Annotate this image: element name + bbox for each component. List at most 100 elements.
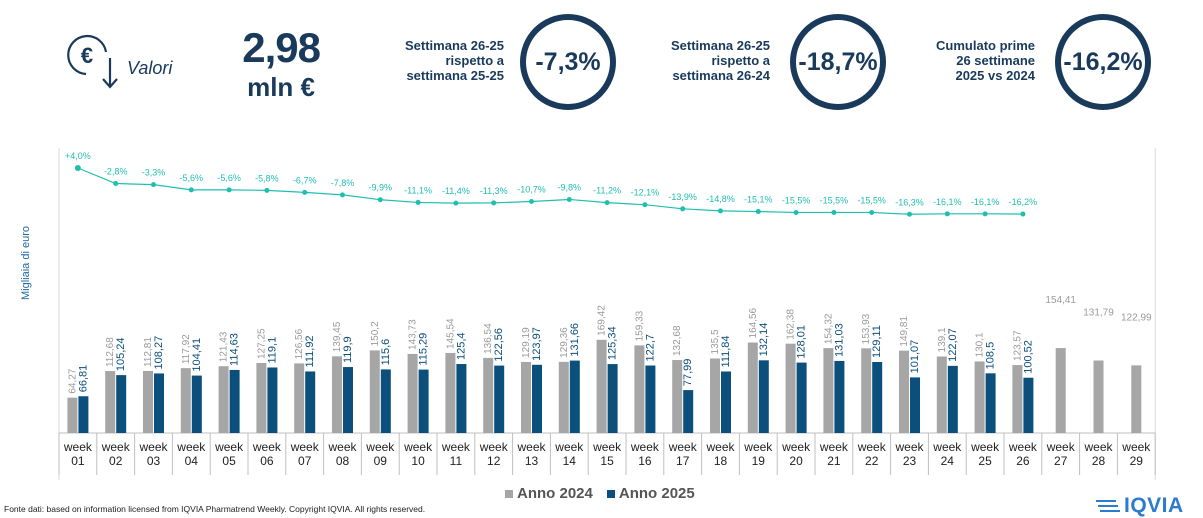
variation-point: [907, 211, 912, 217]
bar-2024: [180, 368, 191, 433]
bar-2024: [899, 350, 909, 433]
bar-2025: [607, 364, 618, 433]
variation-point: [529, 199, 534, 205]
variation-point: [264, 187, 270, 193]
variation-label: -7,8%: [331, 178, 355, 188]
variation-point: [755, 209, 761, 215]
bar-2024: [785, 343, 796, 433]
bar-label-2025: 111,84: [720, 335, 732, 367]
kpi-label-line: Cumulato prime: [936, 38, 1035, 53]
x-tick-label: 17: [676, 454, 690, 468]
variation-point: [151, 182, 156, 188]
bar-2025: [418, 369, 429, 433]
variation-label: -10,7%: [517, 185, 546, 195]
bar-label-2024: 132,68: [672, 325, 683, 356]
bar-2024: [596, 339, 607, 433]
bar-2025: [343, 367, 353, 433]
x-tick-label: week: [1121, 440, 1151, 454]
bar-2024: [105, 371, 116, 433]
bar-label-2025: 131,03: [833, 323, 845, 357]
bar-label-2024: 149,81: [899, 316, 910, 347]
x-tick-label: week: [479, 440, 509, 454]
bar-2025: [985, 373, 996, 433]
bar-2024: [521, 361, 531, 433]
bar-2024: [67, 397, 78, 433]
bar-label-2024: 126,56: [294, 328, 305, 359]
bar-label-2024: 143,73: [408, 319, 419, 350]
bar-label-2024: 131,79: [1083, 308, 1114, 319]
bar-label-2025: 101,07: [909, 340, 921, 374]
x-tick-label: week: [970, 440, 1000, 454]
bar-label-2024: 139,45: [332, 321, 343, 352]
variation-label: -5,8%: [255, 173, 279, 183]
bar-label-2024: 136,54: [483, 323, 494, 354]
variation-label: -2,8%: [104, 167, 128, 177]
variation-label: -6,7%: [293, 175, 317, 185]
legend-label-2025: Anno 2025: [618, 485, 695, 502]
x-tick-label: week: [403, 440, 433, 454]
x-tick-label: week: [857, 440, 887, 454]
bar-label-2024: 169,42: [597, 305, 608, 336]
bar-label-2024: 117,92: [181, 334, 192, 364]
bar-2025: [683, 390, 694, 433]
bar-2025: [456, 364, 467, 433]
variation-label: -15,5%: [820, 195, 849, 205]
variation-point: [831, 209, 837, 215]
data-source-note: Fonte dati: based on information license…: [4, 504, 426, 514]
x-tick-label: week: [1083, 440, 1113, 454]
bar-2025: [569, 360, 580, 433]
x-tick-label: 23: [903, 454, 917, 468]
bar-2025: [532, 364, 542, 433]
variation-point: [944, 211, 950, 217]
x-tick-label: 07: [298, 454, 312, 468]
bar-label-2024: 129,36: [559, 327, 570, 358]
variation-point: [453, 200, 459, 206]
bar-label-2025: 108,27: [153, 336, 165, 370]
valori-label: Valori: [127, 58, 173, 78]
bar-label-2024: 154,41: [1045, 295, 1076, 306]
bar-2024: [294, 363, 305, 433]
kpi-yoy-label: Settimana 26-25 rispetto a settimana 26-…: [630, 38, 770, 83]
x-tick-label: 25: [978, 454, 992, 468]
iqvia-logo-text: IQVIA: [1124, 494, 1184, 517]
bar-2025: [796, 362, 807, 433]
bar-label-2024: 162,38: [786, 309, 797, 340]
legend-label-2024: Anno 2024: [517, 485, 593, 502]
variation-point: [188, 187, 194, 193]
bar-2024: [672, 360, 683, 433]
x-tick-label: week: [63, 440, 93, 454]
bar-label-2025: 105,24: [115, 337, 127, 371]
x-tick-label: 24: [941, 454, 955, 468]
bar-label-2025: 115,29: [418, 333, 430, 366]
variation-label: -11,1%: [404, 185, 432, 195]
x-tick-label: week: [1008, 440, 1038, 454]
bar-2024: [710, 358, 720, 433]
bar-label-2024: 159,33: [634, 310, 645, 341]
bar-label-2025: 122,56: [493, 328, 505, 362]
bar-2025: [494, 365, 505, 433]
variation-label: -15,5%: [782, 195, 811, 205]
bar-label-2025: 125,34: [607, 326, 619, 360]
variation-point: [566, 196, 572, 202]
bar-label-2025: 122,7: [644, 334, 656, 362]
bar-label-2024: 64,27: [67, 368, 78, 393]
bar-2025: [267, 367, 278, 433]
bar-2024: [861, 348, 872, 433]
variation-label: -16,3%: [895, 197, 924, 207]
x-tick-label: week: [781, 440, 811, 454]
bar-label-2025: 66,81: [77, 365, 89, 393]
bar-2025: [191, 375, 202, 433]
bar-label-2024: 153,93: [861, 313, 872, 344]
variation-label: -14,8%: [706, 194, 735, 204]
bar-2025: [116, 375, 127, 433]
x-tick-label: week: [1046, 440, 1076, 454]
variation-label: -13,9%: [668, 192, 697, 202]
kpi-label-line: rispetto a: [445, 53, 504, 68]
euro-down-icon: €: [66, 28, 136, 92]
x-tick-label: 19: [752, 454, 766, 468]
variation-point: [415, 199, 421, 205]
bar-2025: [834, 360, 845, 433]
iqvia-logo-mark: [1096, 500, 1120, 512]
x-tick-label: week: [819, 440, 849, 454]
